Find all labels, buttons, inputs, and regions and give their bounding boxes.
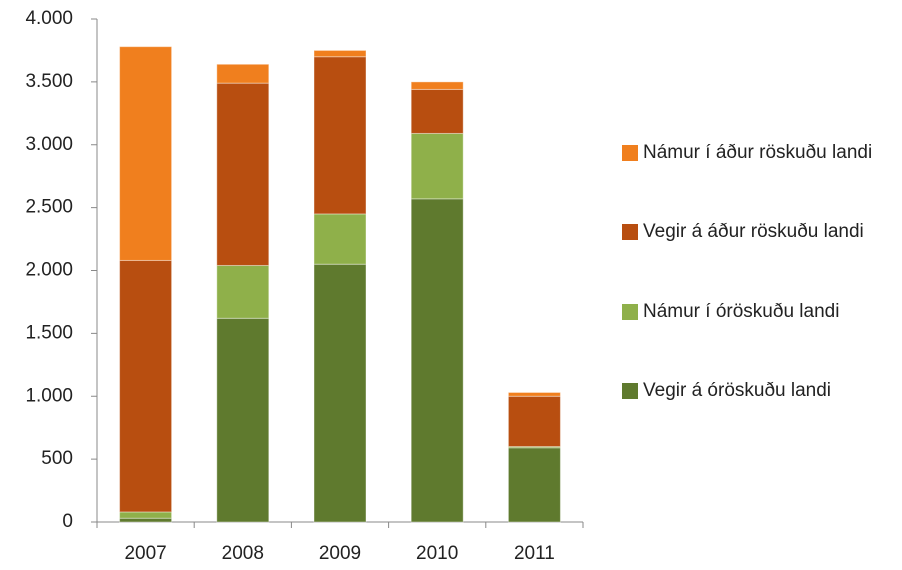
bar-segment bbox=[216, 317, 270, 523]
legend-swatch bbox=[622, 304, 638, 320]
legend-item: Námur í áður röskuðu landi bbox=[622, 137, 892, 169]
x-tick-label: 2011 bbox=[514, 543, 555, 564]
bar-segment bbox=[119, 511, 173, 519]
y-tick-label: 2.500 bbox=[25, 197, 73, 218]
bar-segment bbox=[507, 395, 561, 448]
x-tick-label: 2007 bbox=[124, 543, 166, 564]
bar-segment bbox=[410, 198, 464, 523]
legend-label: Námur í óröskuðu landi bbox=[643, 301, 840, 322]
bar-segment bbox=[119, 517, 173, 523]
y-tick-label: 2.000 bbox=[25, 260, 73, 281]
legend-label: Vegir á áður röskuðu landi bbox=[643, 221, 864, 242]
bar-segment bbox=[410, 81, 464, 90]
bar-segment bbox=[410, 132, 464, 200]
bar-segment bbox=[216, 264, 270, 319]
y-tick-label: 4.000 bbox=[25, 8, 73, 29]
bar-segment bbox=[507, 447, 561, 523]
legend-label: Námur í áður röskuðu landi bbox=[643, 142, 873, 163]
legend-label: Vegir á óröskuðu landi bbox=[643, 380, 832, 401]
x-tick-label: 2010 bbox=[416, 543, 458, 564]
y-tick-label: 1.000 bbox=[25, 385, 73, 406]
bar-segment bbox=[410, 88, 464, 134]
y-tick-label: 1.500 bbox=[25, 322, 73, 343]
bar-segment bbox=[119, 259, 173, 513]
y-tick-label: 0 bbox=[62, 511, 73, 532]
y-tick-label: 3.000 bbox=[25, 134, 73, 155]
bar-segment bbox=[119, 46, 173, 261]
legend-item: Vegir á áður röskuðu landi bbox=[622, 216, 892, 248]
legend-swatch bbox=[622, 145, 638, 161]
bar-segment bbox=[507, 391, 561, 397]
y-tick-label: 500 bbox=[41, 448, 73, 469]
bar-segment bbox=[216, 63, 270, 84]
legend-item: Námur í óröskuðu landi bbox=[622, 296, 892, 328]
bar-segment bbox=[313, 56, 367, 215]
x-tick-label: 2008 bbox=[222, 543, 264, 564]
legend-item: Vegir á óröskuðu landi bbox=[622, 375, 892, 407]
legend-swatch bbox=[622, 224, 638, 240]
x-tick-label: 2009 bbox=[319, 543, 361, 564]
bar-segment bbox=[313, 49, 367, 58]
y-tick-label: 3.500 bbox=[25, 71, 73, 92]
bar-segment bbox=[313, 213, 367, 265]
bar-segment bbox=[216, 82, 270, 266]
bar-segment bbox=[313, 263, 367, 523]
legend-swatch bbox=[622, 383, 638, 399]
